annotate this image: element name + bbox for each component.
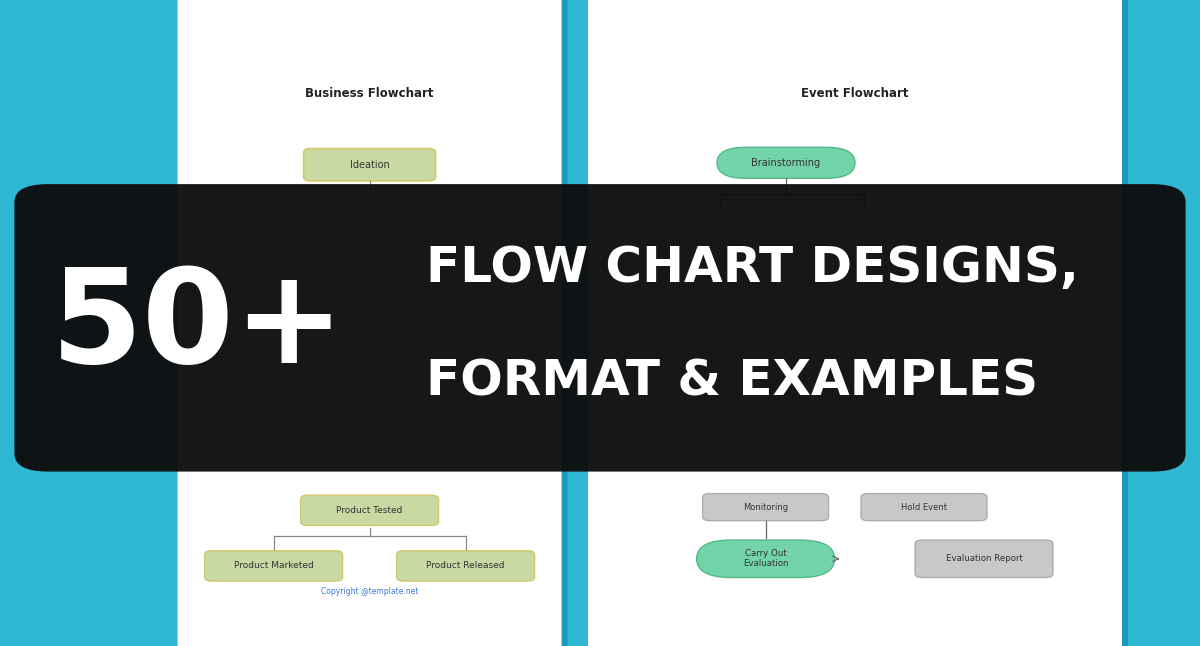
FancyBboxPatch shape (718, 147, 854, 178)
Text: Product Tested: Product Tested (336, 506, 403, 515)
FancyBboxPatch shape (178, 0, 562, 646)
Text: Product Marketed: Product Marketed (234, 561, 313, 570)
Text: Brainstorming: Brainstorming (751, 158, 821, 168)
Text: Monitoring: Monitoring (743, 503, 788, 512)
FancyBboxPatch shape (396, 550, 535, 581)
Text: Business Flowchart: Business Flowchart (305, 87, 434, 100)
Text: Product Released: Product Released (426, 561, 505, 570)
Text: Hold Event: Hold Event (901, 503, 947, 512)
Text: Evaluation Report: Evaluation Report (946, 554, 1022, 563)
Text: Event Flowchart: Event Flowchart (802, 87, 908, 100)
FancyBboxPatch shape (594, 0, 1128, 646)
FancyBboxPatch shape (588, 0, 1122, 646)
FancyBboxPatch shape (304, 149, 436, 181)
Text: Copyright @template.net: Copyright @template.net (320, 587, 419, 596)
FancyBboxPatch shape (703, 494, 829, 521)
FancyBboxPatch shape (301, 495, 439, 526)
Text: FLOW CHART DESIGNS,: FLOW CHART DESIGNS, (426, 244, 1079, 292)
FancyBboxPatch shape (204, 550, 343, 581)
FancyBboxPatch shape (862, 494, 986, 521)
Text: FORMAT & EXAMPLES: FORMAT & EXAMPLES (426, 357, 1038, 405)
FancyBboxPatch shape (14, 184, 1186, 472)
Text: Carry Out
Evaluation: Carry Out Evaluation (743, 549, 788, 568)
FancyBboxPatch shape (184, 0, 568, 646)
FancyBboxPatch shape (916, 540, 1054, 578)
Text: Ideation: Ideation (349, 160, 390, 170)
Text: 50+: 50+ (50, 263, 346, 390)
FancyBboxPatch shape (696, 540, 835, 578)
